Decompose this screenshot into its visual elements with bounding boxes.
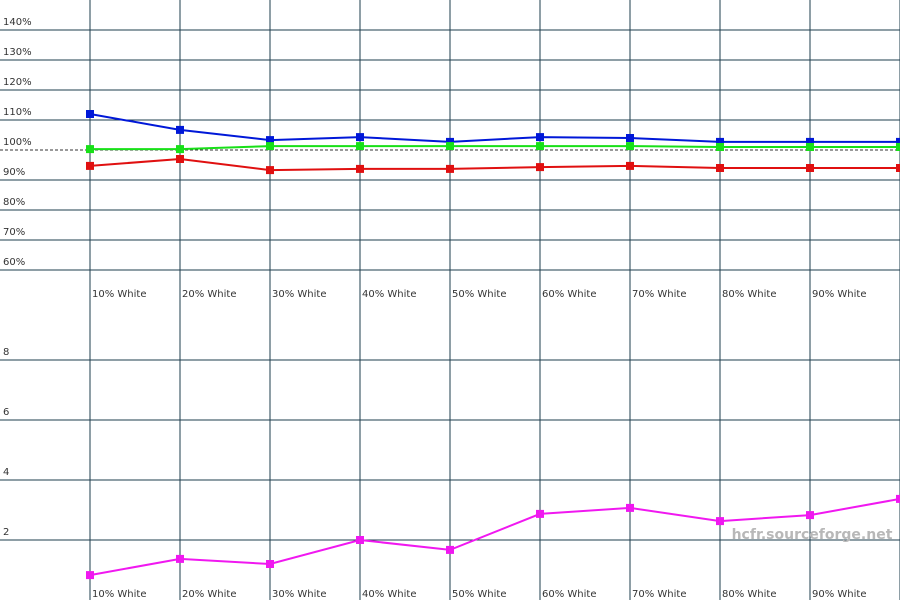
point [716, 164, 724, 172]
y-tick-label: 70% [3, 227, 25, 238]
series-line [89, 113, 900, 143]
x-tick-label: 60% White [542, 589, 596, 600]
point [176, 554, 184, 563]
point [626, 161, 634, 170]
x-tick-label: 90% White [812, 589, 866, 600]
point [806, 143, 814, 151]
point [896, 137, 900, 146]
point [536, 509, 544, 518]
point [626, 503, 634, 512]
point [716, 143, 724, 151]
y-tick-label: 60% [3, 257, 25, 268]
x-tick-label: 10% White [92, 289, 146, 300]
point [356, 164, 364, 173]
y-tick-label: 140% [3, 17, 32, 28]
point [896, 143, 900, 151]
point [266, 142, 274, 151]
series-line [89, 157, 900, 172]
series-line [90, 145, 900, 151]
point [356, 142, 364, 151]
point [806, 164, 814, 172]
y-tick-label: 120% [3, 77, 32, 88]
point [446, 164, 454, 173]
point [356, 133, 364, 142]
x-tick-label: 50% White [452, 589, 506, 600]
x-tick-label: 20% White [182, 589, 236, 600]
point [806, 511, 814, 520]
point [446, 137, 454, 146]
point [86, 110, 94, 118]
x-tick-label: 60% White [542, 289, 596, 300]
series-line [89, 497, 900, 577]
x-tick-label: 80% White [722, 289, 776, 300]
point [266, 166, 274, 175]
point [446, 545, 454, 554]
x-tick-label: 20% White [182, 289, 236, 300]
point [266, 560, 274, 568]
point [446, 142, 454, 151]
y-tick-label: 110% [3, 107, 32, 118]
point [806, 137, 814, 146]
x-tick-label: 70% White [632, 289, 686, 300]
y-tick-label: 8 [3, 347, 9, 358]
point [86, 571, 94, 580]
x-tick-label: 30% White [272, 589, 326, 600]
watermark: hcfr.sourceforge.net [732, 527, 893, 543]
y-tick-label: 90% [3, 167, 25, 178]
point [266, 136, 274, 145]
x-tick-label: 40% White [362, 589, 416, 600]
y-tick-label: 4 [3, 467, 9, 478]
point [356, 536, 364, 544]
y-tick-label: 6 [3, 407, 9, 418]
x-tick-label: 70% White [632, 589, 686, 600]
x-tick-label: 50% White [452, 289, 506, 300]
point [176, 155, 184, 163]
point [896, 164, 900, 172]
point [626, 142, 634, 151]
point [536, 133, 544, 142]
point [536, 163, 544, 172]
x-tick-label: 40% White [362, 289, 416, 300]
x-tick-label: 10% White [92, 589, 146, 600]
y-tick-label: 100% [3, 137, 32, 148]
point [176, 145, 184, 154]
x-tick-label: 30% White [272, 289, 326, 300]
x-tick-label: 80% White [722, 589, 776, 600]
point [626, 134, 634, 142]
point [716, 517, 724, 526]
point [86, 161, 94, 170]
y-tick-label: 80% [3, 197, 25, 208]
y-tick-label: 2 [3, 527, 9, 538]
y-tick-label: 130% [3, 47, 32, 58]
point [86, 145, 94, 154]
point [896, 494, 900, 503]
x-tick-label: 90% White [812, 289, 866, 300]
point [536, 142, 544, 151]
point [716, 137, 724, 146]
point [176, 125, 184, 134]
